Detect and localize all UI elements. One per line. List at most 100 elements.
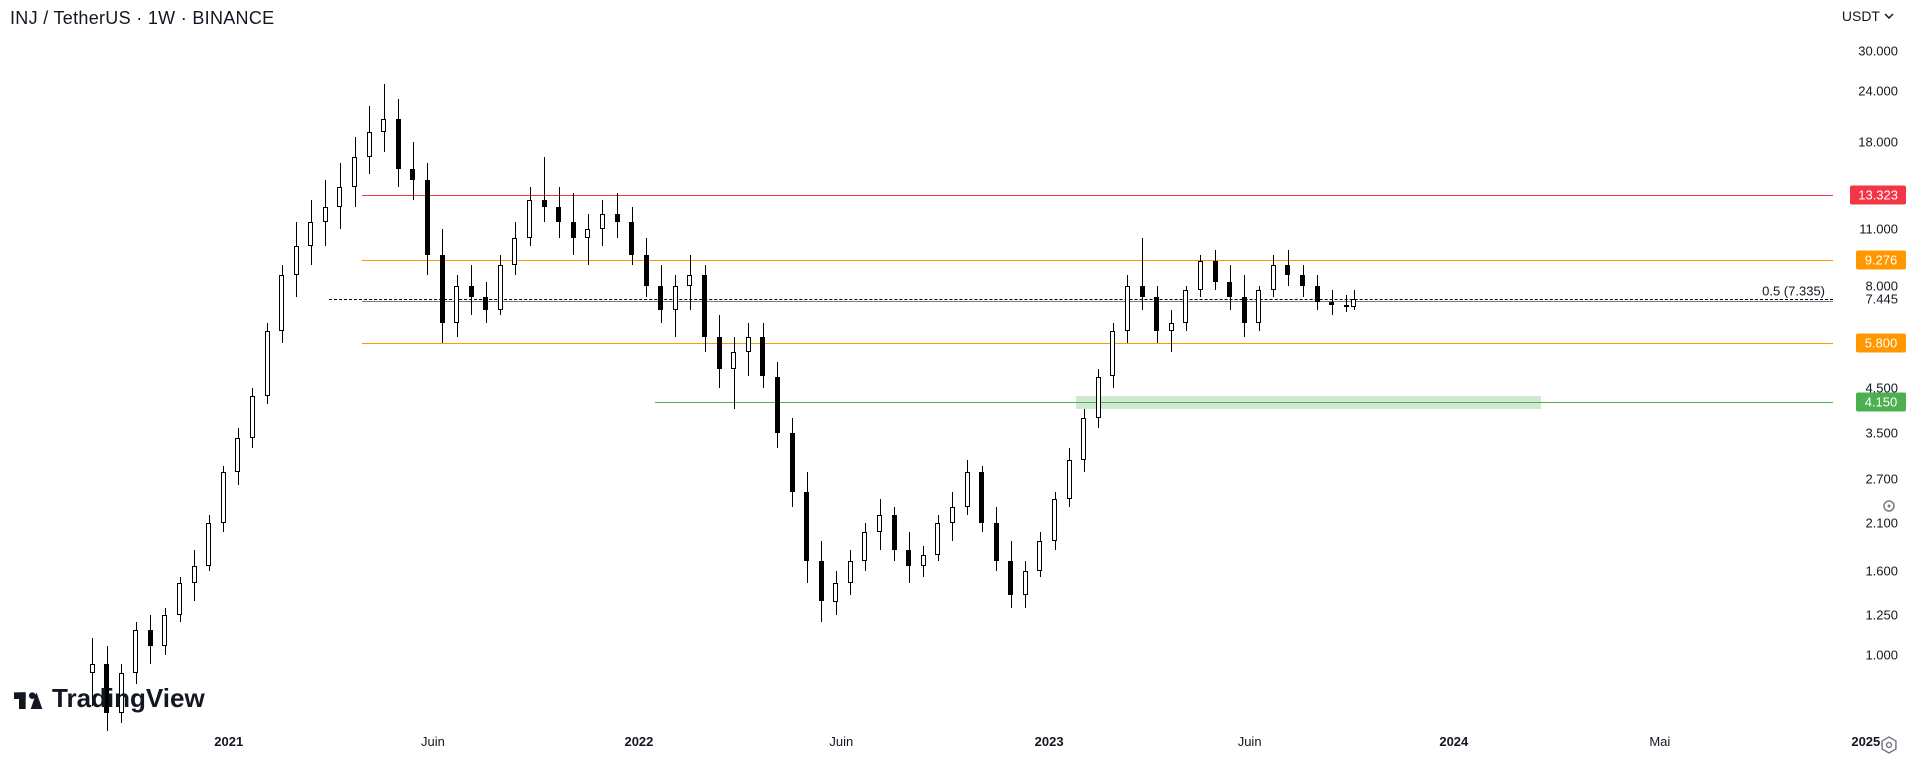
price-tick: 2.100: [1865, 516, 1898, 531]
snap-icon[interactable]: [1880, 497, 1898, 515]
candle-body: [658, 286, 663, 310]
candle-body: [1344, 305, 1349, 307]
candle-body: [731, 352, 736, 369]
time-tick: 2024: [1439, 734, 1468, 749]
candle-body: [833, 583, 838, 602]
time-tick: 2023: [1035, 734, 1064, 749]
candle-body: [1110, 331, 1115, 376]
horizontal-level-line: [655, 402, 1833, 403]
price-level-badge: 9.276: [1856, 250, 1906, 269]
time-tick: Juin: [829, 734, 853, 749]
candle-body: [1351, 299, 1356, 308]
price-level-badge: 5.800: [1856, 333, 1906, 352]
candle-body: [1037, 541, 1042, 571]
candle-body: [1125, 286, 1130, 331]
candle-body: [1008, 561, 1013, 595]
price-level-badge: 13.323: [1850, 186, 1906, 205]
candle-body: [935, 523, 940, 555]
candle-body: [454, 286, 459, 323]
price-axis[interactable]: 30.00024.00018.00011.0008.0007.4454.5003…: [1833, 30, 1908, 728]
candle-body: [440, 255, 445, 322]
candle-body: [469, 286, 474, 297]
candle-body: [133, 630, 138, 673]
time-tick: 2025: [1851, 734, 1880, 749]
candle-body: [950, 507, 955, 523]
price-tick: 30.000: [1858, 44, 1898, 59]
price-level-badge: 4.150: [1856, 393, 1906, 412]
price-tick: 3.500: [1865, 425, 1898, 440]
candle-body: [819, 561, 824, 602]
candle-body: [1315, 286, 1320, 302]
candle-body: [425, 180, 430, 255]
candle-body: [294, 246, 299, 275]
candle-body: [921, 555, 926, 565]
candle-wick: [588, 214, 589, 265]
brand-text: TradingView: [52, 683, 205, 714]
price-tick: 18.000: [1858, 135, 1898, 150]
candle-body: [162, 615, 167, 646]
candle-body: [862, 532, 867, 561]
candle-body: [308, 222, 313, 247]
candle-body: [906, 550, 911, 565]
candle-body: [979, 472, 984, 523]
candle-body: [965, 472, 970, 507]
tradingview-brand: TradingView: [14, 683, 205, 714]
currency-selector[interactable]: USDT: [1836, 6, 1900, 26]
candle-body: [279, 275, 284, 331]
candle-body: [542, 200, 547, 207]
candle-body: [410, 169, 415, 181]
candle-body: [221, 472, 226, 523]
candle-body: [775, 377, 780, 433]
candle-body: [1256, 290, 1261, 322]
candle-body: [1329, 302, 1334, 304]
price-tick: 2.700: [1865, 471, 1898, 486]
candle-body: [877, 515, 882, 532]
settings-icon[interactable]: [1880, 736, 1898, 754]
price-tick: 1.250: [1865, 608, 1898, 623]
horizontal-level-line: [362, 343, 1833, 344]
candle-body: [644, 255, 649, 285]
price-tick: 24.000: [1858, 84, 1898, 99]
candle-body: [1183, 290, 1188, 322]
candle-wick: [384, 84, 385, 152]
candle-body: [90, 664, 95, 674]
candle-body: [600, 214, 605, 229]
candle-body: [527, 200, 532, 238]
candle-wick: [1346, 295, 1347, 312]
currency-label: USDT: [1842, 8, 1880, 24]
candle-body: [804, 492, 809, 560]
candle-body: [1213, 261, 1218, 281]
candle-body: [1169, 323, 1174, 331]
candle-body: [673, 286, 678, 310]
chevron-down-icon: [1884, 13, 1894, 19]
time-axis[interactable]: 2021Juin2022Juin2023Juin2024Mai2025: [10, 734, 1833, 754]
candle-body: [1154, 297, 1159, 331]
candle-body: [352, 157, 357, 186]
candle-body: [1242, 297, 1247, 322]
candle-body: [746, 337, 751, 352]
horizontal-level-line: [329, 299, 1833, 300]
candle-body: [483, 297, 488, 309]
price-tick: 1.600: [1865, 564, 1898, 579]
candle-body: [498, 265, 503, 310]
candle-body: [1096, 377, 1101, 418]
candle-body: [585, 229, 590, 237]
tradingview-logo-icon: [14, 689, 44, 709]
candle-body: [512, 238, 517, 265]
candle-wick: [1142, 238, 1143, 310]
price-chart[interactable]: 0.5 (7.335): [10, 30, 1833, 728]
candle-body: [892, 515, 897, 551]
candle-body: [556, 207, 561, 222]
time-tick: Juin: [421, 734, 445, 749]
time-tick: 2021: [214, 734, 243, 749]
candle-body: [206, 523, 211, 566]
symbol: INJ / TetherUS: [10, 8, 131, 28]
horizontal-level-line: [362, 195, 1833, 196]
candle-body: [615, 214, 620, 222]
candle-body: [265, 331, 270, 396]
candle-body: [571, 222, 576, 238]
candle-body: [381, 119, 386, 132]
candle-body: [177, 583, 182, 615]
interval: 1W: [148, 8, 176, 28]
time-tick: Juin: [1238, 734, 1262, 749]
